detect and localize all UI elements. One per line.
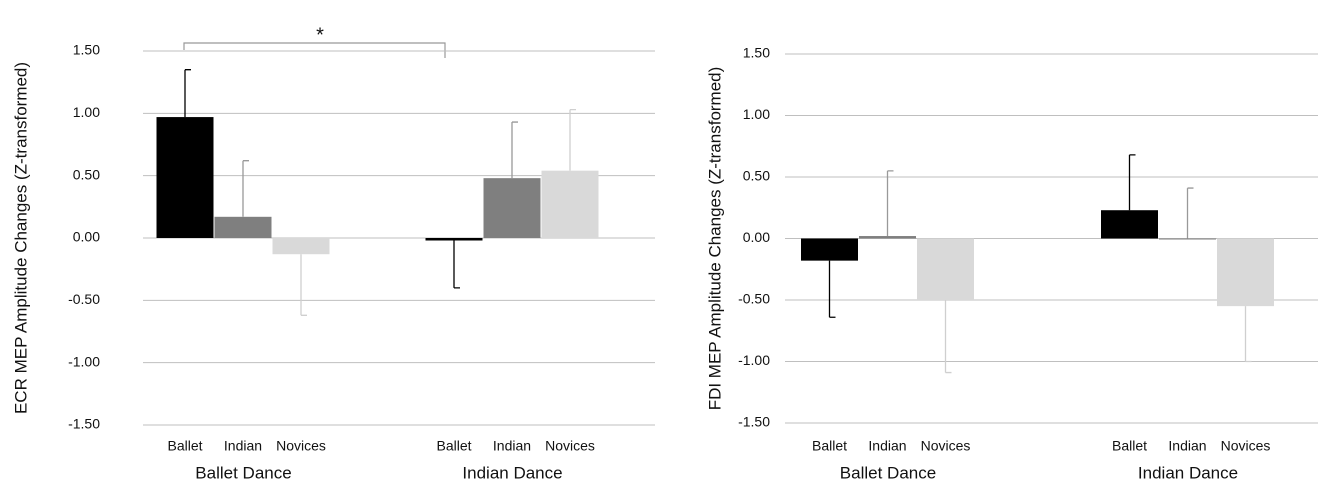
y-tick-label: 0.00	[73, 229, 100, 245]
series-label: Ballet	[812, 438, 847, 454]
error-bar	[1128, 154, 1136, 211]
bar	[214, 216, 272, 238]
bar	[541, 170, 599, 238]
y-tick-label: -1.50	[68, 416, 100, 432]
error-bar	[569, 108, 576, 171]
y-tick-label: -0.50	[68, 291, 100, 307]
y-tick-label: 0.00	[743, 229, 770, 245]
y-tick-label: 0.50	[743, 168, 770, 184]
category-label: Indian Dance	[462, 463, 562, 482]
error-bar	[184, 69, 191, 118]
annotation: *	[316, 24, 324, 46]
series-label: Novices	[276, 438, 326, 454]
bar	[1217, 238, 1274, 307]
bar	[801, 238, 858, 261]
series-label: Indian	[224, 438, 262, 454]
series-label: Ballet	[436, 438, 471, 454]
bar	[483, 178, 541, 238]
error-bar	[511, 121, 518, 179]
bar	[917, 238, 974, 300]
category-label: Ballet Dance	[195, 463, 291, 482]
y-tick-label: 1.50	[743, 45, 770, 61]
y-tick-label: -1.00	[68, 353, 100, 369]
y-tick-label: 1.00	[73, 104, 100, 120]
error-bar	[944, 300, 952, 374]
series-label: Novices	[1221, 438, 1271, 454]
bar	[1101, 210, 1158, 239]
category-label: Indian Dance	[1138, 463, 1238, 482]
bar	[859, 236, 916, 239]
y-tick-label: 0.50	[73, 166, 100, 182]
series-label: Novices	[545, 438, 595, 454]
category-label: Ballet Dance	[840, 463, 936, 482]
bar	[425, 238, 483, 241]
error-bar	[242, 160, 249, 217]
series-label: Indian	[493, 438, 531, 454]
bar	[1159, 238, 1216, 240]
error-bar	[828, 260, 836, 318]
series-label: Novices	[921, 438, 971, 454]
error-bar	[1244, 306, 1252, 363]
error-bar	[300, 254, 307, 316]
series-label: Ballet	[167, 438, 202, 454]
bar	[272, 238, 330, 255]
y-tick-label: 1.50	[73, 42, 100, 58]
error-bar	[453, 240, 460, 289]
error-bar	[1186, 187, 1194, 239]
y-tick-label: -0.50	[738, 291, 770, 307]
y-axis-title: ECR MEP Amplitude Changes (Z-transformed…	[11, 62, 30, 414]
y-tick-label: 1.00	[743, 106, 770, 122]
y-tick-label: -1.50	[738, 414, 770, 430]
series-label: Ballet	[1112, 438, 1147, 454]
series-label: Indian	[868, 438, 906, 454]
y-tick-label: -1.00	[738, 352, 770, 368]
y-axis-title: FDI MEP Amplitude Changes (Z-transformed…	[705, 67, 724, 411]
bar	[156, 117, 214, 238]
series-label: Indian	[1168, 438, 1206, 454]
error-bar	[886, 170, 894, 237]
